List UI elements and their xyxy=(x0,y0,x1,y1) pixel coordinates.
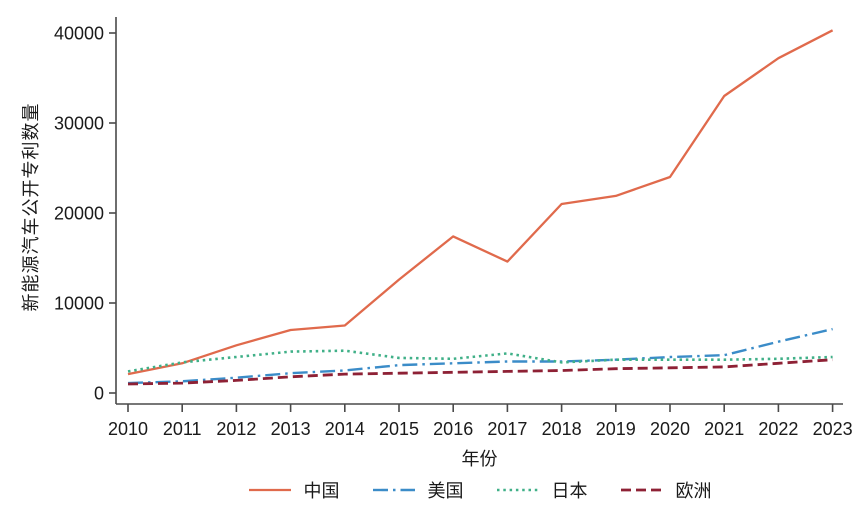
svg-text:2019: 2019 xyxy=(596,419,636,439)
legend: 中国 美国 日本 欧洲 xyxy=(116,477,843,503)
svg-text:2023: 2023 xyxy=(813,419,853,439)
svg-text:2011: 2011 xyxy=(163,419,202,439)
svg-text:2013: 2013 xyxy=(271,419,311,439)
svg-text:2022: 2022 xyxy=(758,419,798,439)
legend-label-japan: 日本 xyxy=(551,481,588,501)
svg-text:30000: 30000 xyxy=(54,113,104,133)
svg-text:0: 0 xyxy=(94,383,104,403)
legend-item-europe: 欧洲 xyxy=(620,477,712,503)
svg-text:2012: 2012 xyxy=(216,419,256,439)
legend-item-usa: 美国 xyxy=(372,477,464,503)
svg-text:40000: 40000 xyxy=(54,23,104,43)
svg-text:2020: 2020 xyxy=(650,419,690,439)
legend-label-china: 中国 xyxy=(303,481,340,501)
europe-dashed-line-icon xyxy=(620,488,663,492)
china-solid-line-icon xyxy=(248,488,291,492)
svg-text:2017: 2017 xyxy=(487,419,527,439)
japan-dotted-line-icon xyxy=(496,488,539,492)
legend-label-usa: 美国 xyxy=(427,481,464,501)
x-axis-label: 年份 xyxy=(461,449,498,469)
line-chart-plot-area: 0 10000 20000 30000 40000 2010 2011 2012 2013 201… xyxy=(54,17,853,439)
svg-text:2015: 2015 xyxy=(379,419,419,439)
legend-item-japan: 日本 xyxy=(496,477,588,503)
svg-text:2021: 2021 xyxy=(704,419,744,439)
svg-text:2016: 2016 xyxy=(433,419,473,439)
y-axis-label: 新能源汽车公开专利数量 xyxy=(21,102,41,312)
svg-text:2010: 2010 xyxy=(108,419,148,439)
usa-dashdot-line-icon xyxy=(372,488,415,492)
legend-item-china: 中国 xyxy=(248,477,340,503)
svg-text:2014: 2014 xyxy=(325,419,365,439)
svg-text:20000: 20000 xyxy=(54,203,104,223)
svg-text:2018: 2018 xyxy=(542,419,582,439)
legend-label-europe: 欧洲 xyxy=(675,481,712,501)
svg-text:10000: 10000 xyxy=(54,293,104,313)
